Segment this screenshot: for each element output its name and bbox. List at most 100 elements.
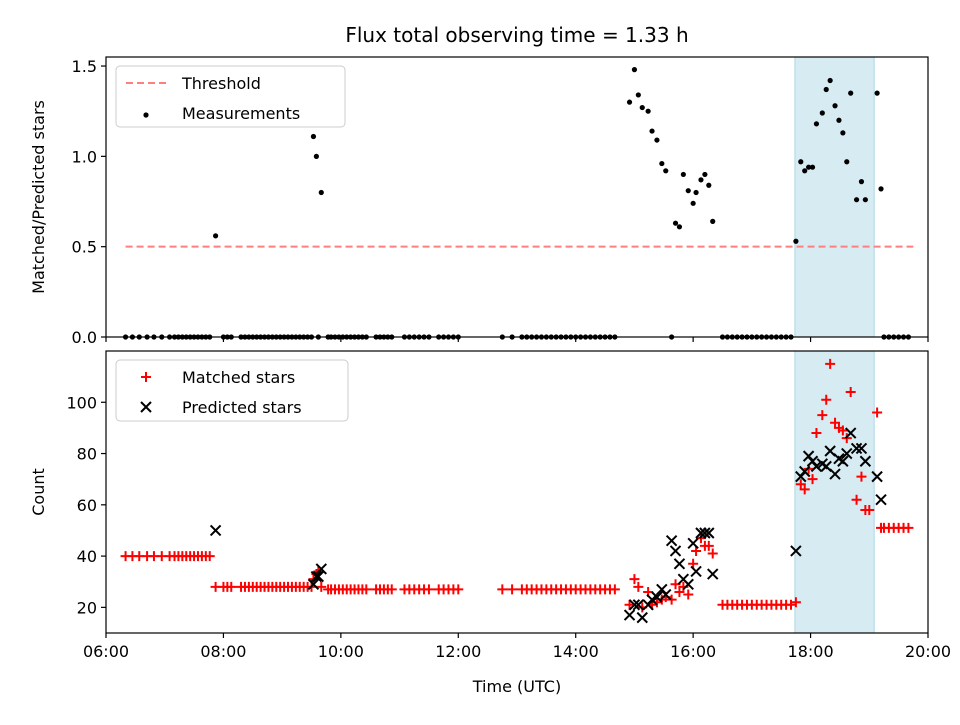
data-point: [690, 200, 696, 206]
legend-entry: Threshold: [126, 74, 261, 93]
x-tick-label: 18:00: [788, 642, 834, 661]
legend-box: [115, 359, 349, 422]
data-point: [690, 565, 702, 578]
legend-entry: Matched stars: [141, 368, 295, 387]
data-point: [862, 197, 868, 203]
data-point: [674, 586, 685, 597]
data-point: [639, 104, 645, 111]
data-point: [795, 479, 806, 490]
y-tick-label: 40: [77, 547, 97, 566]
data-point: [688, 558, 699, 569]
legend-entry: Predicted stars: [140, 398, 302, 417]
data-point: [840, 130, 846, 136]
data-point: [635, 92, 641, 98]
data-point: [859, 455, 872, 467]
data-point: [790, 597, 801, 608]
highlight-band: [794, 56, 875, 338]
legend-label: Predicted stars: [182, 398, 302, 417]
data-point: [313, 153, 319, 159]
data-point: [698, 177, 704, 183]
data-point: [665, 535, 678, 547]
data-point: [819, 110, 825, 116]
data-point: [798, 465, 811, 478]
legend-label: Matched stars: [182, 368, 295, 387]
data-point: [858, 179, 865, 185]
data-point: [423, 584, 434, 595]
data-point: [685, 188, 691, 194]
data-point: [702, 171, 708, 178]
legend-swatch: [143, 112, 149, 118]
data-point: [310, 133, 317, 140]
data-point: [226, 581, 237, 592]
data-point: [848, 90, 854, 96]
data-point: [703, 527, 715, 539]
legend-box: [115, 65, 346, 128]
data-point: [693, 189, 699, 196]
data-point: [660, 588, 672, 601]
legend-label: Threshold: [181, 74, 261, 93]
x-axis-label: Time (UTC): [472, 677, 561, 696]
data-point: [851, 494, 862, 505]
series-matched-stars: [120, 358, 914, 613]
data-point: [856, 471, 867, 482]
data-point: [318, 189, 324, 196]
data-point: [810, 460, 823, 473]
data-point: [811, 428, 822, 439]
data-point: [823, 86, 829, 93]
data-point: [629, 574, 640, 585]
data-point: [802, 168, 808, 174]
data-point: [666, 594, 677, 605]
plot-frame: [105, 350, 929, 634]
data-point: [825, 358, 836, 369]
data-point: [632, 599, 645, 611]
data-point: [316, 581, 327, 592]
y-tick-label: 20: [77, 598, 97, 617]
y-tick-label: 1.5: [72, 57, 97, 76]
y-tick-label: 0.0: [72, 328, 97, 347]
data-point: [672, 220, 679, 226]
plot-frame: [105, 56, 929, 338]
data-point: [699, 527, 711, 539]
data-point: [799, 484, 810, 495]
data-point: [827, 77, 833, 84]
data-point: [790, 545, 802, 557]
data-point: [636, 611, 648, 624]
data-point: [832, 103, 838, 109]
data-point: [806, 164, 812, 170]
data-point: [707, 568, 719, 580]
data-point: [703, 540, 714, 551]
data-point: [837, 425, 848, 436]
y-tick-label: 60: [77, 496, 97, 515]
data-point: [386, 584, 397, 595]
data-point: [793, 238, 799, 244]
data-point: [836, 117, 842, 123]
y-axis-label: Matched/Predicted stars: [29, 100, 48, 294]
data-point: [209, 524, 222, 537]
chart-title: Flux total observing time = 1.33 h: [345, 23, 688, 47]
data-point: [649, 128, 655, 134]
x-tick-label: 12:00: [435, 642, 481, 661]
data-point: [821, 394, 832, 405]
data-point: [609, 584, 620, 595]
data-point: [651, 591, 663, 603]
legend-swatch: [141, 372, 151, 382]
data-point: [204, 551, 215, 562]
data-point: [829, 468, 841, 480]
data-point: [312, 570, 325, 583]
data-point: [844, 159, 850, 165]
data-point: [669, 545, 682, 557]
data-point: [307, 578, 320, 590]
x-tick-label: 10:00: [318, 642, 364, 661]
data-point: [687, 537, 699, 549]
x-tick-label: 16:00: [670, 642, 716, 661]
data-point: [872, 407, 883, 418]
x-tick-label: 14:00: [553, 642, 599, 661]
data-point: [683, 589, 694, 600]
data-point: [453, 584, 464, 595]
data-point: [623, 609, 636, 621]
y-tick-label: 0.5: [72, 238, 97, 257]
data-point: [315, 563, 327, 575]
data-point: [710, 218, 716, 224]
data-point: [626, 99, 633, 105]
